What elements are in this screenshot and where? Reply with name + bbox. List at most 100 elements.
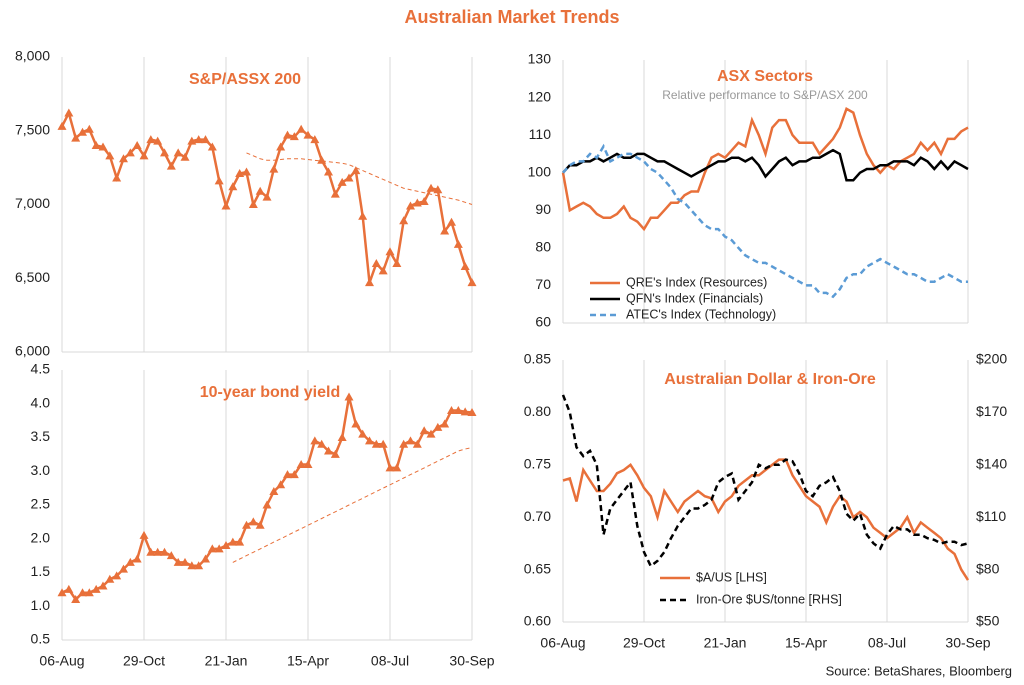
chart-subtitle: Relative performance to S&P/ASX 200 — [662, 88, 868, 102]
y2-tick-label: $50 — [976, 613, 1000, 629]
marker — [262, 192, 272, 201]
marker — [365, 278, 374, 287]
marker — [78, 127, 87, 136]
marker — [371, 259, 381, 267]
x-tick-label: 21-Jan — [704, 635, 747, 651]
series-line — [561, 394, 969, 569]
marker — [406, 201, 415, 210]
marker — [324, 167, 333, 176]
marker — [201, 554, 210, 563]
marker — [153, 136, 163, 145]
series-line — [232, 447, 473, 563]
marker — [214, 544, 224, 553]
marker — [303, 130, 313, 139]
marker — [201, 135, 210, 144]
marker — [358, 429, 368, 438]
marker — [173, 148, 183, 157]
marker — [180, 557, 190, 566]
marker — [242, 520, 251, 529]
x-tick-label: 08-Jul — [371, 653, 409, 669]
marker — [248, 200, 258, 208]
y-tick-label: 1.5 — [31, 563, 51, 579]
marker — [194, 561, 204, 570]
marker — [419, 426, 429, 435]
y2-tick-label: $170 — [976, 403, 1007, 419]
x-tick-label: 15-Apr — [785, 635, 827, 651]
marker — [276, 142, 286, 151]
y-tick-label: 3.0 — [31, 462, 51, 478]
marker — [412, 198, 422, 207]
series-line — [246, 152, 473, 205]
marker — [173, 557, 183, 566]
marker — [248, 517, 258, 526]
marker — [453, 406, 463, 414]
y-tick-label: 1.0 — [31, 597, 51, 613]
y-tick-label: 7,000 — [15, 195, 50, 211]
marker — [235, 537, 245, 546]
marker — [385, 247, 395, 256]
y-tick-label: 100 — [528, 163, 552, 179]
marker — [221, 201, 231, 210]
marker — [71, 133, 81, 142]
chart-title: Australian Dollar & Iron-Ore — [664, 371, 876, 388]
y2-tick-label: $110 — [976, 508, 1006, 524]
marker — [187, 561, 197, 570]
marker — [412, 439, 422, 448]
y-tick-label: 0.70 — [524, 508, 551, 524]
marker — [119, 154, 128, 163]
marker — [337, 177, 347, 186]
marker — [310, 135, 320, 144]
marker — [235, 169, 245, 178]
y2-tick-label: $140 — [976, 456, 1007, 472]
marker — [351, 166, 361, 175]
marker — [467, 408, 477, 417]
marker — [112, 571, 122, 580]
series-line — [562, 148, 969, 182]
marker — [132, 141, 142, 149]
marker — [426, 429, 436, 438]
marker — [139, 530, 149, 539]
chart-title: S&P/ASSX 200 — [189, 71, 301, 88]
marker — [146, 135, 156, 144]
marker — [207, 544, 217, 553]
marker — [303, 460, 313, 468]
marker — [324, 446, 333, 455]
y-tick-label: 80 — [535, 239, 551, 255]
marker — [399, 439, 409, 448]
x-tick-label: 21-Jan — [205, 653, 248, 669]
marker — [139, 151, 149, 160]
y2-tick-label: $80 — [976, 560, 1000, 576]
marker — [433, 185, 443, 194]
y-tick-label: 0.80 — [524, 403, 551, 419]
marker — [460, 261, 470, 270]
marker — [447, 217, 456, 226]
y-tick-label: 6,500 — [15, 269, 50, 285]
y-tick-label: 2.5 — [31, 496, 51, 512]
y-tick-label: 7,500 — [15, 121, 50, 137]
marker — [64, 108, 74, 117]
marker — [166, 551, 176, 560]
y-tick-label: 6,000 — [15, 343, 50, 359]
y-tick-label: 0.75 — [524, 456, 551, 472]
marker — [269, 487, 279, 495]
marker — [460, 407, 470, 416]
marker — [440, 226, 450, 235]
marker — [406, 436, 415, 445]
marker — [78, 588, 87, 597]
marker — [269, 164, 279, 173]
y-tick-label: 70 — [535, 276, 551, 292]
series-line — [562, 458, 970, 581]
marker — [440, 419, 450, 428]
marker — [276, 480, 286, 489]
marker — [371, 439, 381, 448]
marker — [112, 173, 122, 182]
y-tick-label: 3.5 — [31, 428, 51, 444]
x-tick-label: 30-Sep — [945, 635, 990, 651]
marker — [98, 142, 108, 151]
marker — [98, 581, 108, 590]
x-tick-label: 06-Aug — [39, 653, 84, 669]
marker — [447, 406, 456, 414]
marker — [187, 136, 197, 145]
